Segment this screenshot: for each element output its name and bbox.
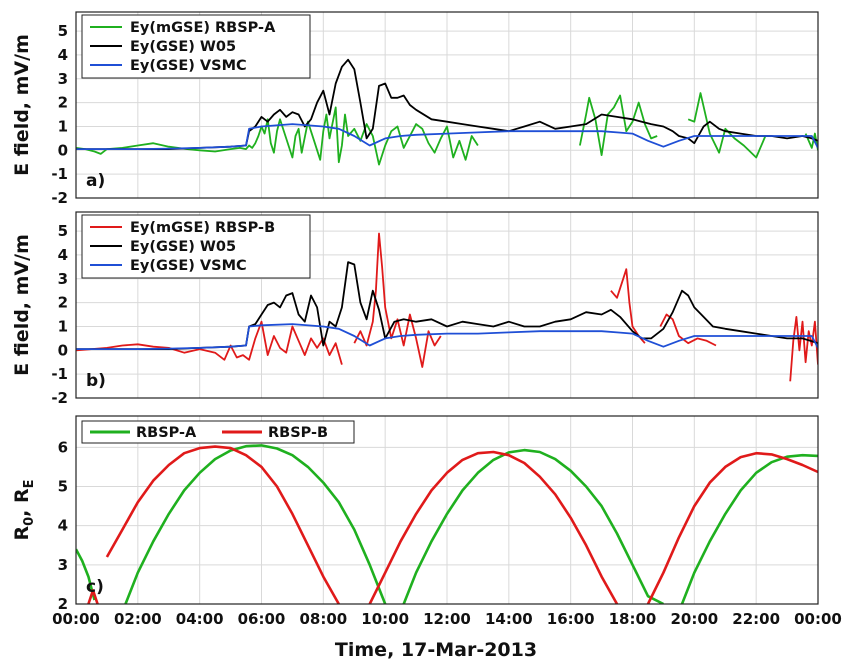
series-line-rbsp-b bbox=[87, 589, 99, 604]
series-line-rbsp-b bbox=[368, 450, 619, 604]
series-line-rbsp-b bbox=[105, 445, 340, 604]
panel-3: 2 3 4 5 6 R0, RE c) RBSP-A RBSP-B 00:00 02:00 04:00… bbox=[11, 415, 842, 628]
y-tick-label: 1 bbox=[58, 117, 68, 135]
y-tick-label: 5 bbox=[58, 222, 68, 240]
plot-area bbox=[76, 444, 818, 604]
y-tick-label: -1 bbox=[51, 165, 68, 183]
y-axis-label: E field, mV/m bbox=[11, 34, 33, 176]
legend-label: Ey(mGSE) RBSP-A bbox=[130, 20, 276, 36]
y-tick-label: 3 bbox=[58, 270, 68, 288]
legend-label: RBSP-A bbox=[136, 425, 197, 441]
series-line-rbsp-a bbox=[76, 548, 96, 601]
x-tick-label: 22:00 bbox=[732, 610, 780, 628]
legend-label: Ey(GSE) W05 bbox=[130, 239, 236, 255]
panel-tag: a) bbox=[86, 171, 105, 191]
y-tick-label: 4 bbox=[58, 46, 68, 64]
y-tick-label: 4 bbox=[58, 517, 68, 535]
y-tick-label: -2 bbox=[51, 389, 68, 407]
legend: RBSP-A RBSP-B bbox=[81, 420, 355, 444]
y-tick-label: 0 bbox=[58, 341, 68, 359]
legend-label: Ey(GSE) VSMC bbox=[130, 258, 247, 274]
panel-2: -2 -1 0 1 2 3 4 5 E field, mV/m b) Ey(mGSE) RBSP-B… bbox=[11, 211, 819, 407]
x-tick-label: 10:00 bbox=[361, 610, 409, 628]
series-line-ey-gse-w05 bbox=[76, 58, 818, 150]
y-tick-label: 2 bbox=[58, 94, 68, 112]
panel-tag: b) bbox=[86, 371, 106, 391]
x-tick-label: 00:00 bbox=[794, 610, 842, 628]
x-tick-label: 08:00 bbox=[299, 610, 347, 628]
legend: Ey(mGSE) RBSP-A Ey(GSE) W05 Ey(GSE) VSMC bbox=[81, 14, 311, 79]
x-axis-label: Time, 17-Mar-2013 bbox=[335, 639, 537, 661]
x-tick-label: 20:00 bbox=[670, 610, 718, 628]
y-tick-label: 0 bbox=[58, 141, 68, 159]
y-axis-label: E field, mV/m bbox=[11, 234, 33, 376]
series-line-ey-mgse-rbsp-b bbox=[76, 320, 343, 365]
axes-frame bbox=[75, 211, 819, 399]
y-tick-label: 3 bbox=[58, 556, 68, 574]
y-tick-label: 2 bbox=[58, 595, 68, 613]
legend: Ey(mGSE) RBSP-B Ey(GSE) W05 Ey(GSE) VSMC bbox=[81, 214, 311, 279]
plot-area bbox=[76, 58, 818, 166]
series-line-ey-mgse-rbsp-a bbox=[579, 94, 658, 156]
series-line-ey-gse-w05 bbox=[76, 261, 818, 350]
series-line-ey-gse-vsmc bbox=[76, 123, 818, 150]
panel-1: -2 -1 0 1 2 3 4 5 E field, mV/m a) Ey(mGSE) RBSP-A… bbox=[11, 11, 819, 207]
x-tick-label: 12:00 bbox=[423, 610, 471, 628]
axes-frame bbox=[75, 11, 819, 199]
legend-label: Ey(GSE) VSMC bbox=[130, 58, 247, 74]
y-tick-label: 2 bbox=[58, 294, 68, 312]
axes-frame bbox=[75, 415, 819, 605]
series-line-rbsp-b bbox=[646, 451, 818, 604]
series-line-ey-gse-vsmc bbox=[76, 323, 818, 350]
x-tick-label: 04:00 bbox=[176, 610, 224, 628]
y-tick-label: -2 bbox=[51, 189, 68, 207]
x-tick-label: 00:00 bbox=[52, 610, 100, 628]
legend-box bbox=[81, 420, 355, 444]
y-tick-label: 4 bbox=[58, 246, 68, 264]
x-tick-label: 06:00 bbox=[238, 610, 286, 628]
legend-label: RBSP-B bbox=[268, 425, 328, 441]
plot-area bbox=[76, 232, 818, 382]
x-tick-label: 14:00 bbox=[485, 610, 533, 628]
legend-label: Ey(mGSE) RBSP-B bbox=[130, 220, 275, 236]
y-tick-label: 1 bbox=[58, 317, 68, 335]
y-tick-label: 3 bbox=[58, 70, 68, 88]
x-tick-label: 16:00 bbox=[547, 610, 595, 628]
y-tick-label: 6 bbox=[58, 438, 68, 456]
x-tick-label: 18:00 bbox=[609, 610, 657, 628]
series-line-ey-mgse-rbsp-a bbox=[687, 92, 767, 159]
y-tick-label: 5 bbox=[58, 478, 68, 496]
y-tick-label: 5 bbox=[58, 22, 68, 40]
y-tick-label: -1 bbox=[51, 365, 68, 383]
series-line-rbsp-a bbox=[124, 444, 387, 604]
series-line-ey-mgse-rbsp-b bbox=[789, 316, 818, 382]
series-line-ey-mgse-rbsp-b bbox=[353, 232, 442, 368]
series-line-rbsp-a bbox=[402, 448, 664, 604]
x-tick-label: 02:00 bbox=[114, 610, 162, 628]
series-line-ey-mgse-rbsp-a bbox=[76, 106, 479, 166]
panel-tag: c) bbox=[86, 577, 104, 597]
legend-label: Ey(GSE) W05 bbox=[130, 39, 236, 55]
y-axis-label: R0, RE bbox=[11, 479, 37, 540]
series-line-rbsp-a bbox=[680, 453, 818, 604]
